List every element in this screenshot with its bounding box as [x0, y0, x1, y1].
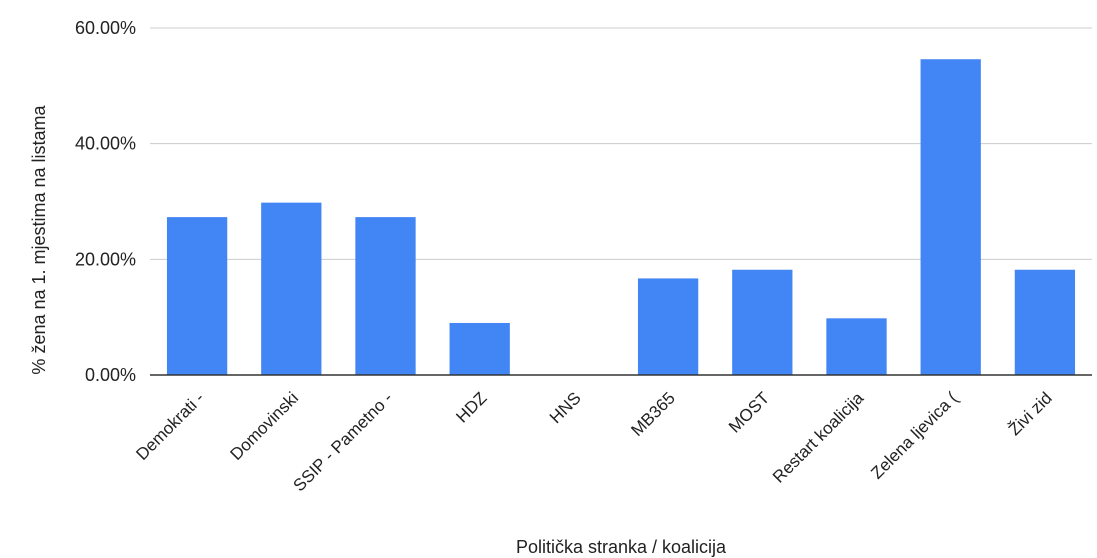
bar	[920, 59, 981, 375]
x-tick-label: HDZ	[452, 388, 490, 426]
x-tick-label: HNS	[546, 388, 585, 427]
y-tick-label: 40.00%	[75, 134, 136, 154]
x-tick-label: Demokrati -	[132, 388, 208, 464]
y-tick-label: 20.00%	[75, 249, 136, 269]
x-tick-label: Živi zid	[1005, 388, 1056, 439]
x-tick-label: MB365	[627, 388, 679, 440]
bar	[166, 217, 228, 375]
bar	[1014, 269, 1076, 375]
y-axis-title: % žena na 1. mjestima na listama	[29, 104, 49, 374]
x-tick-label: Restart koalicija	[769, 388, 868, 487]
x-tick-label: SSIP - Pametno -	[290, 388, 397, 495]
x-axis-title: Politička stranka / koalicija	[516, 537, 727, 557]
bar	[637, 278, 699, 375]
x-tick-label: Zelena ljevica (	[867, 388, 962, 483]
y-tick-label: 60.00%	[75, 18, 136, 38]
y-tick-label: 0.00%	[85, 365, 136, 385]
x-tick-label: MOST	[725, 388, 773, 436]
bar	[732, 269, 793, 375]
bars	[166, 59, 1076, 375]
bar	[261, 202, 322, 375]
y-tick-labels: 0.00% 20.00% 40.00% 60.00%	[75, 18, 136, 385]
bar	[449, 322, 510, 375]
bar	[826, 318, 887, 375]
bar	[355, 217, 416, 375]
x-tick-label: Domovinski	[227, 388, 303, 464]
